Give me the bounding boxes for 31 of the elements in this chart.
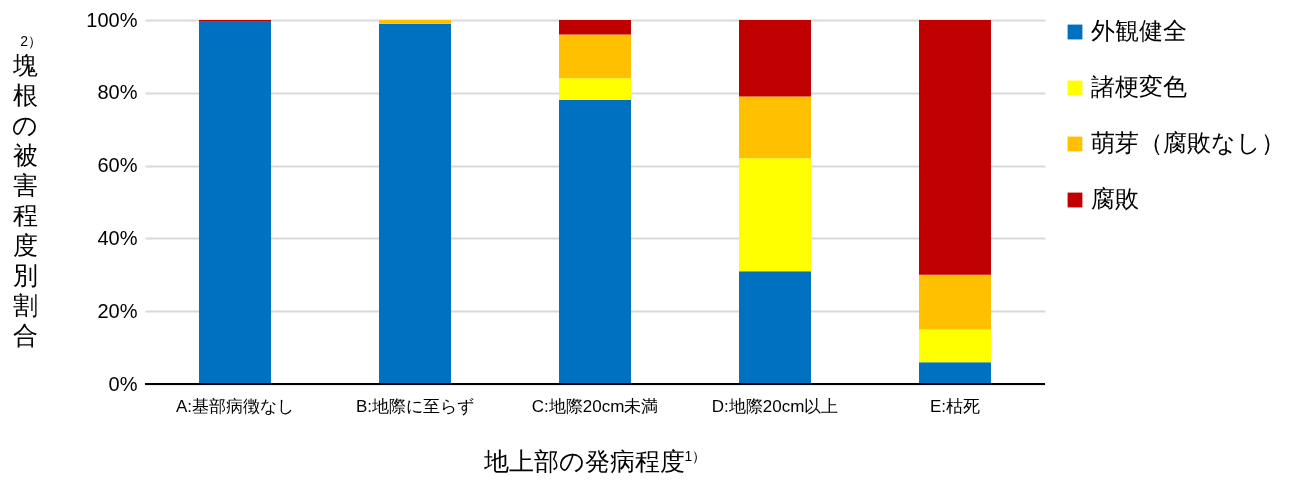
bar [379,20,451,24]
bar [739,158,811,272]
bar [559,20,631,35]
legend-label: 外観健全 [1091,17,1187,44]
x-tick-label: C:地際20cm未満 [531,396,659,416]
legend-label: 諸梗変色 [1091,73,1187,100]
y-tick-label: 0% [108,372,138,395]
x-tick-label: B:地際に至らず [355,396,475,416]
y-tick-label: 60% [97,154,138,177]
legend-label: 腐敗 [1091,185,1139,212]
x-tick-label: E:枯死 [929,396,981,416]
legend-label: 萌芽（腐敗なし） [1091,129,1285,156]
bar [739,271,811,384]
bar [199,21,271,384]
y-tick-label: 80% [97,81,138,104]
bar [919,20,991,275]
bar [739,20,811,97]
bar [559,100,631,384]
x-tick-label: D:地際20cm以上 [711,396,839,416]
bar [919,274,991,330]
bar [559,78,631,101]
bar [919,362,991,384]
y-tick-label: 20% [97,299,138,322]
y-tick-label: 40% [97,226,138,249]
y-tick-label: 100% [86,8,138,31]
x-axis-title: 地上部の発病程度$^{1）}$ [482,446,708,477]
x-tick-label: A:基部病徴なし [175,396,295,416]
bar [919,329,991,363]
bar [559,34,631,79]
bar [739,96,811,159]
bar [379,23,451,384]
